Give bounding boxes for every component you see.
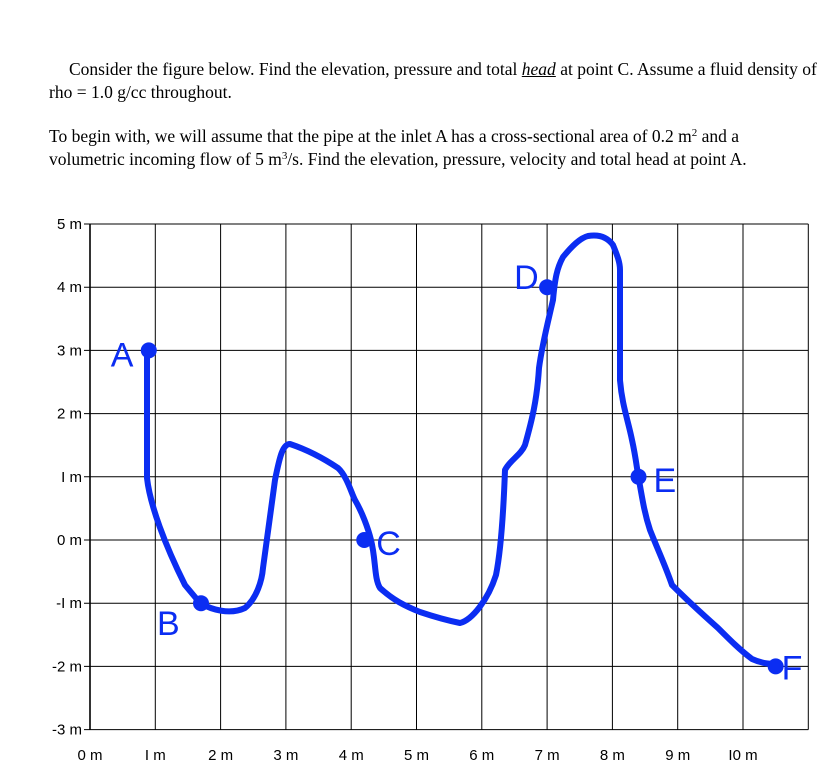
flow-exponent: 3 [281,150,288,162]
pipe-path [144,232,782,667]
x-tick-label: 9 m [665,747,690,764]
figure-grid [84,223,809,731]
x-tick-label: 2 m [208,747,233,764]
y-tick-label: 4 m [57,279,82,296]
head-term: head [521,59,556,79]
point-f-label: F [782,649,803,687]
x-tick-label: I0 m [728,747,757,764]
area-exponent: 2 [691,127,698,139]
y-tick-label: -3 m [52,722,82,739]
point-c-label: C [376,525,401,563]
point-b-marker [193,595,210,612]
problem-paragraph-1: Consider the figure below. Find the elev… [49,58,819,104]
p2-text-c: /s. Find the elevation, pressure, veloci… [287,149,747,169]
pipe-points: A B C D E F [111,259,803,687]
y-tick-label: -I m [56,595,82,612]
y-tick-label: 5 m [57,216,82,233]
point-e-label: E [654,462,677,500]
x-tick-label: 4 m [339,747,364,764]
point-f-marker [767,658,784,675]
x-tick-label: 6 m [469,747,494,764]
problem-paragraph-2: To begin with, we will assume that the p… [49,125,819,171]
point-d-marker [539,279,556,296]
y-tick-label: 3 m [57,342,82,359]
y-tick-label: 2 m [57,406,82,423]
point-c-marker [356,532,373,548]
p1-text-start: Consider the figure below. Find the elev… [69,59,522,79]
x-tick-label: 3 m [273,747,298,764]
p2-text-b: and a volumetric incoming flow of 5 m [49,126,740,169]
y-tick-label: -2 m [52,658,82,675]
point-a-label: A [111,336,134,374]
p2-text-a: To begin with, we will assume that the p… [49,126,692,146]
x-tick-label: I m [145,747,166,764]
figure-ticks: 5 m 4 m 3 m 2 m I m 0 m -I m -2 m -3 m 0 m I m 2 m 3… [52,216,758,764]
point-e-marker [630,468,647,485]
y-tick-label: I m [61,469,82,486]
x-tick-label: 0 m [77,747,102,764]
point-b-label: B [157,605,180,643]
point-a-marker [140,342,157,359]
point-d-label: D [514,259,539,297]
x-tick-label: 8 m [600,747,625,764]
y-tick-label: 0 m [57,532,82,549]
p1-text-end: at point C. Assume a fluid density of rh… [49,59,817,102]
x-tick-label: 7 m [535,747,560,764]
x-tick-label: 5 m [404,747,429,764]
